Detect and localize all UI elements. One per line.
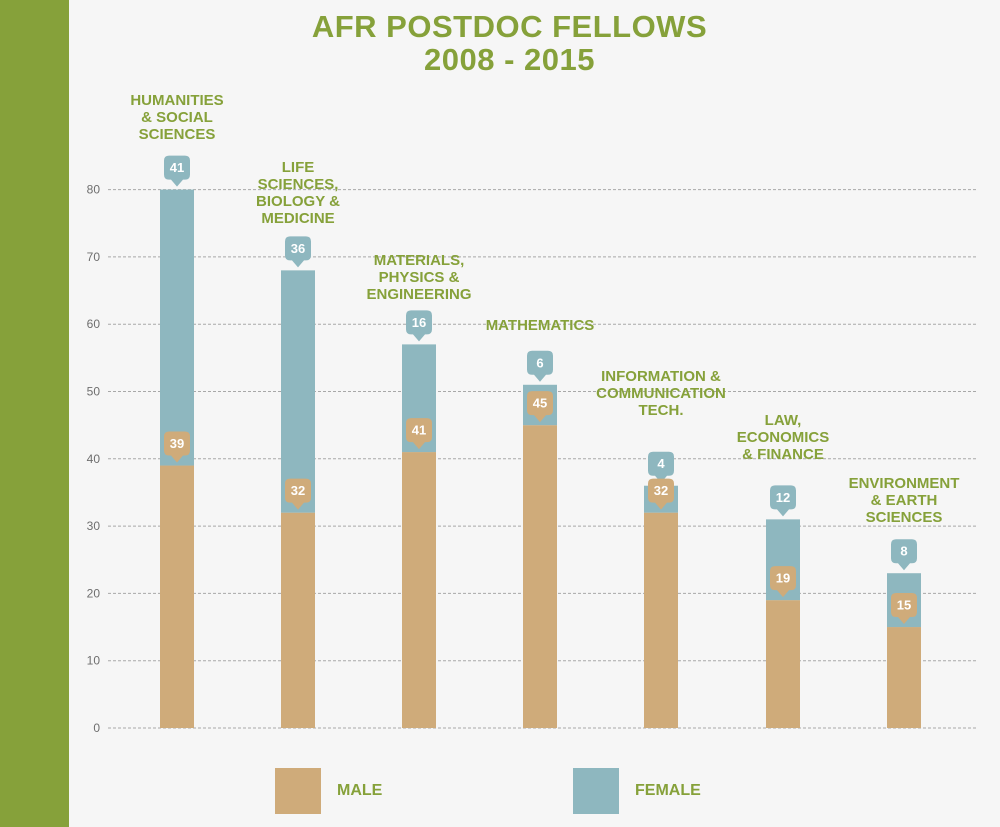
chart-title-line-2: 2008 - 2015	[424, 42, 595, 77]
category-label: SCIENCES	[866, 509, 943, 526]
female-callout	[406, 310, 432, 342]
category-label: BIOLOGY &	[256, 193, 340, 210]
category-label: TECH.	[639, 402, 684, 419]
y-tick-label: 0	[93, 721, 100, 735]
male-value-label: 41	[412, 423, 426, 438]
bar-male	[766, 600, 800, 728]
y-tick-label: 80	[87, 183, 101, 197]
female-callout	[527, 350, 553, 382]
male-callout	[527, 391, 553, 423]
male-callout	[891, 593, 917, 625]
category-label: PHYSICS &	[379, 269, 460, 286]
male-callout	[770, 566, 796, 598]
female-value-label: 12	[776, 490, 790, 505]
female-callout	[285, 236, 311, 268]
male-callout	[285, 478, 311, 510]
category-label: & SOCIAL	[141, 109, 213, 126]
male-value-label: 15	[897, 598, 911, 613]
female-value-label: 4	[657, 456, 665, 471]
bar-female	[281, 270, 315, 513]
category-label: & EARTH	[871, 492, 938, 509]
bar-male	[523, 425, 557, 728]
category-label: MATERIALS,	[374, 252, 465, 269]
bar-female	[160, 189, 194, 466]
bar-male	[160, 465, 194, 728]
female-value-label: 41	[170, 160, 184, 175]
male-value-label: 45	[533, 396, 547, 411]
sidebar-accent-bar	[0, 0, 69, 827]
male-value-label: 39	[170, 436, 184, 451]
category-label: INFORMATION &	[601, 368, 721, 385]
chart-title: AFR POSTDOC FELLOWS 2008 - 2015	[69, 10, 950, 76]
female-value-label: 6	[536, 355, 543, 370]
bar-male	[644, 512, 678, 728]
male-value-label: 32	[291, 483, 305, 498]
male-callout	[164, 431, 190, 463]
male-callout	[406, 418, 432, 450]
female-callout	[164, 155, 190, 187]
category-label: MEDICINE	[261, 210, 334, 227]
bar-male	[402, 452, 436, 728]
category-label: COMMUNICATION	[596, 385, 726, 402]
female-value-label: 8	[900, 544, 907, 559]
category-label: SCIENCES	[139, 126, 216, 143]
female-value-label: 16	[412, 315, 426, 330]
category-label: MATHEMATICS	[486, 317, 595, 334]
male-value-label: 32	[654, 483, 668, 498]
y-tick-label: 20	[87, 586, 101, 600]
bar-male	[281, 512, 315, 728]
male-callout	[648, 478, 674, 510]
female-value-label: 36	[291, 241, 305, 256]
category-label: & FINANCE	[742, 446, 824, 463]
y-tick-label: 10	[87, 654, 101, 668]
category-label: ECONOMICS	[737, 429, 830, 446]
female-callout	[891, 539, 917, 571]
female-callout	[770, 485, 796, 517]
category-label: LIFE	[282, 159, 315, 176]
male-value-label: 19	[776, 571, 790, 586]
y-tick-label: 30	[87, 519, 101, 533]
y-tick-label: 40	[87, 452, 101, 466]
bar-male	[887, 627, 921, 728]
category-label: LAW,	[765, 412, 802, 429]
category-label: ENGINEERING	[366, 286, 471, 303]
chart-title-line-1: AFR POSTDOC FELLOWS	[311, 9, 708, 44]
category-label: HUMANITIES	[130, 92, 223, 109]
category-label: SCIENCES,	[258, 176, 339, 193]
category-label: ENVIRONMENT	[849, 475, 960, 492]
y-tick-label: 50	[87, 385, 101, 399]
female-callout	[648, 451, 674, 483]
y-tick-label: 70	[87, 250, 101, 264]
y-tick-label: 60	[87, 317, 101, 331]
